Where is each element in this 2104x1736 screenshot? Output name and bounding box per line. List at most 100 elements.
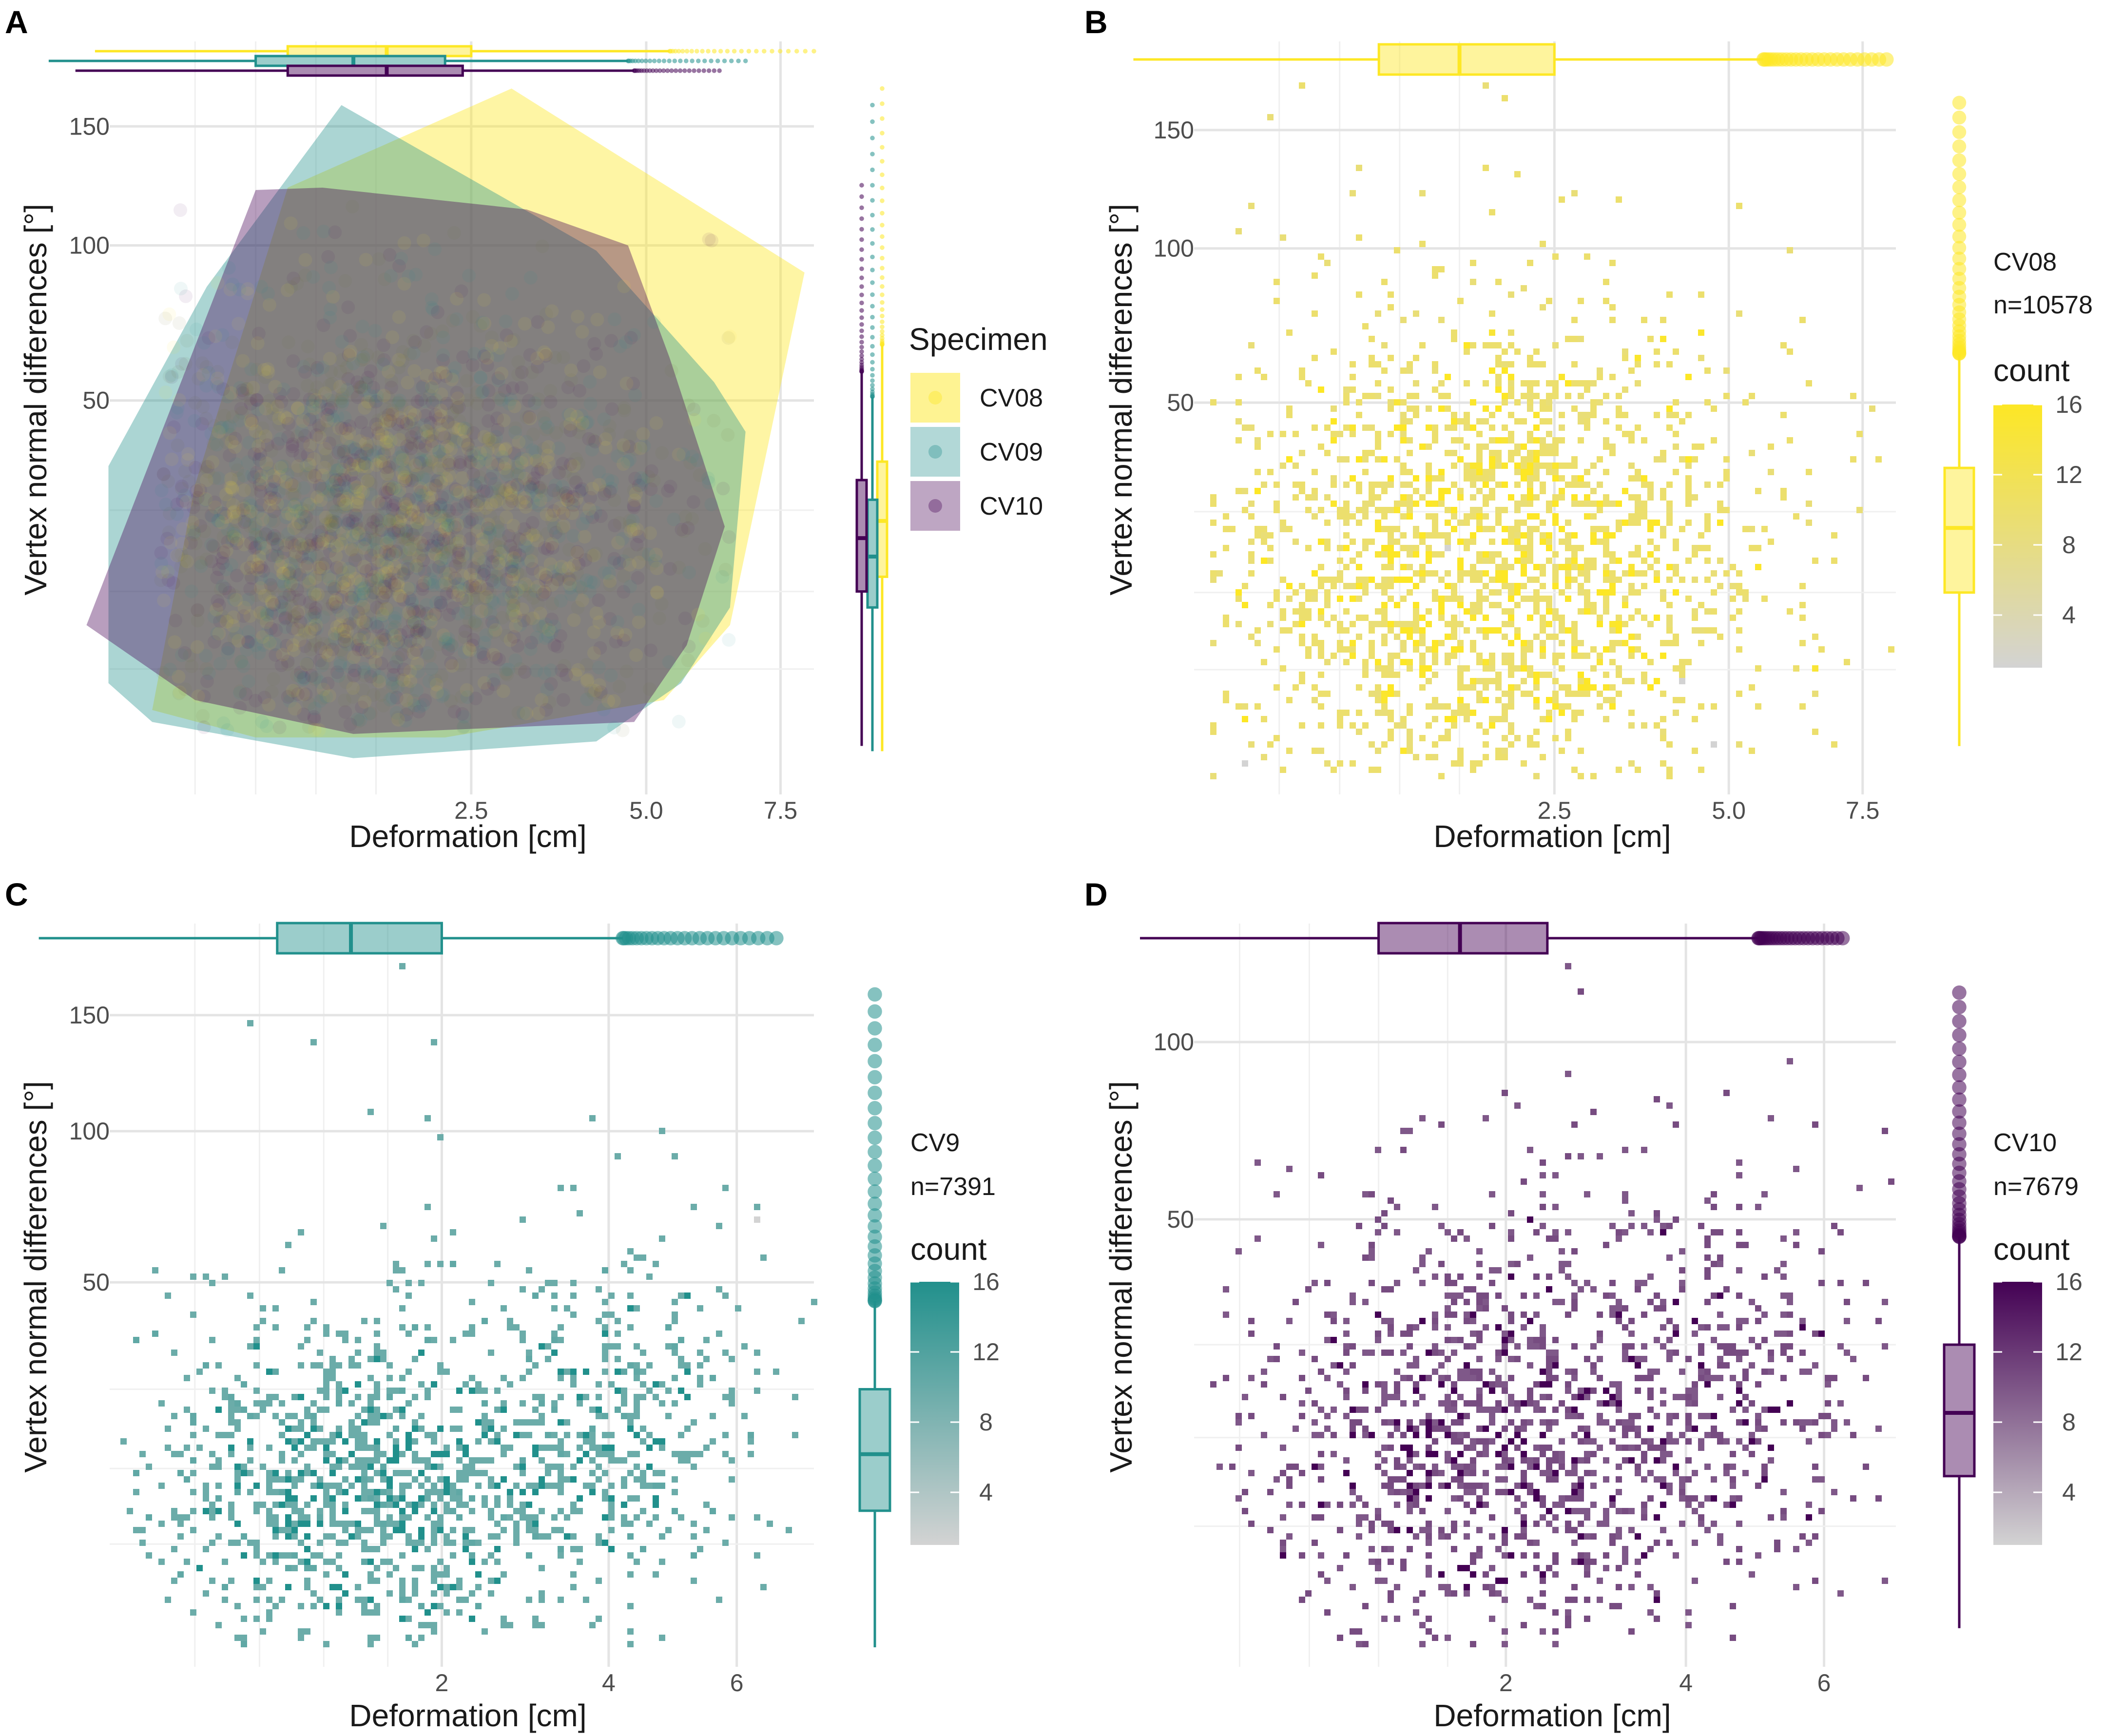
marginal-y-cv08-outlier (880, 245, 885, 250)
density-bin (1381, 665, 1388, 672)
density-bin (1432, 526, 1438, 532)
scatter-point (270, 548, 285, 562)
density-bin (1628, 367, 1635, 374)
density-bin (374, 1438, 380, 1445)
density-bin (1628, 570, 1635, 577)
scatter-point (367, 585, 381, 599)
scatter-point (478, 347, 492, 361)
density-bin (431, 1527, 437, 1533)
scatter-point (505, 573, 519, 587)
scatter-point (460, 374, 474, 388)
density-bin (1628, 463, 1635, 469)
density-bin (279, 1400, 285, 1407)
density-bin (367, 1400, 374, 1407)
marginal-x-cv08-outlier (794, 49, 799, 54)
density-bin (1312, 355, 1318, 361)
density-bin (1584, 412, 1590, 418)
density-bin (1704, 558, 1711, 564)
scatter-point (561, 494, 576, 508)
scatter-point (559, 464, 573, 479)
density-bin (1426, 665, 1432, 672)
marginal-x-cv09-outlier (678, 58, 683, 63)
density-bin (488, 1438, 494, 1445)
density-bin (741, 1413, 748, 1419)
density-bin (1521, 596, 1527, 602)
density-bin (1394, 539, 1400, 545)
density-bin (621, 1388, 627, 1394)
marginal-y-cv08-outlier (1952, 167, 1967, 181)
density-bin (1514, 539, 1521, 545)
density-bin (1299, 450, 1305, 456)
density-bin (482, 1457, 488, 1464)
density-bin (336, 1394, 342, 1400)
density-bin (190, 1419, 196, 1426)
density-bin (1305, 608, 1312, 615)
density-bin (1559, 621, 1565, 627)
scatter-point (280, 468, 294, 482)
density-bin (602, 1495, 608, 1502)
scatter-point (577, 359, 591, 373)
density-bin (627, 1426, 634, 1432)
density-bin (659, 1381, 665, 1388)
density-bin (1584, 424, 1590, 431)
marginal-y-cv08-outlier (1952, 96, 1967, 110)
scatter-point (598, 441, 613, 455)
density-bin (247, 1445, 253, 1451)
density-bin (1438, 608, 1445, 615)
scatter-point (378, 574, 392, 588)
density-bin (1381, 741, 1388, 748)
density-bin (608, 1457, 615, 1464)
scatter-point (215, 609, 230, 623)
density-bin (1831, 558, 1837, 564)
density-bin (1578, 380, 1584, 386)
density-bin (1616, 526, 1622, 532)
density-bin (1578, 672, 1584, 678)
density-bin (1407, 634, 1413, 640)
density-bin (1641, 615, 1647, 621)
scatter-point (460, 690, 474, 704)
density-bin (1654, 348, 1660, 355)
density-bin (583, 1451, 589, 1457)
density-bin (228, 1578, 234, 1584)
density-bin (1559, 539, 1565, 545)
density-bin (253, 1388, 260, 1394)
marginal-x-cv10-outlier (701, 68, 707, 73)
legend-key-cv10-point (928, 499, 942, 513)
density-bin (1533, 602, 1540, 608)
scatter-point (215, 551, 229, 565)
density-bin (1432, 272, 1438, 279)
scatter-point (197, 689, 211, 703)
density-bin (748, 1432, 754, 1438)
density-bin (272, 1394, 279, 1400)
scatter-point (364, 364, 378, 378)
density-bin (1723, 393, 1730, 399)
scatter-point (356, 683, 370, 697)
scatter-point (285, 477, 299, 491)
scatter-point (331, 463, 345, 477)
density-bin (1426, 513, 1432, 520)
scatter-point (298, 268, 312, 282)
density-bin (374, 1381, 380, 1388)
density-bin (437, 1134, 444, 1140)
scatter-point (267, 672, 281, 686)
density-bin (291, 1394, 298, 1400)
marginal-x-cv08-outlier (770, 49, 774, 54)
density-bin (627, 1292, 634, 1299)
scatter-point (439, 513, 453, 527)
density-bin (1400, 482, 1407, 488)
scatter-point (553, 562, 567, 576)
density-bin (1666, 405, 1673, 412)
density-bin (1508, 526, 1514, 532)
density-bin (1597, 482, 1603, 488)
scatter-point (436, 546, 450, 560)
density-bin (1337, 456, 1343, 463)
scatter-point (288, 610, 302, 624)
density-bin (1521, 659, 1527, 665)
density-bin (1527, 399, 1533, 405)
density-bin (1546, 393, 1552, 399)
density-bin (1369, 621, 1375, 627)
density-bin (488, 1483, 494, 1489)
density-bin (399, 1324, 405, 1331)
density-bin (1673, 399, 1679, 405)
scatter-point (502, 586, 516, 600)
